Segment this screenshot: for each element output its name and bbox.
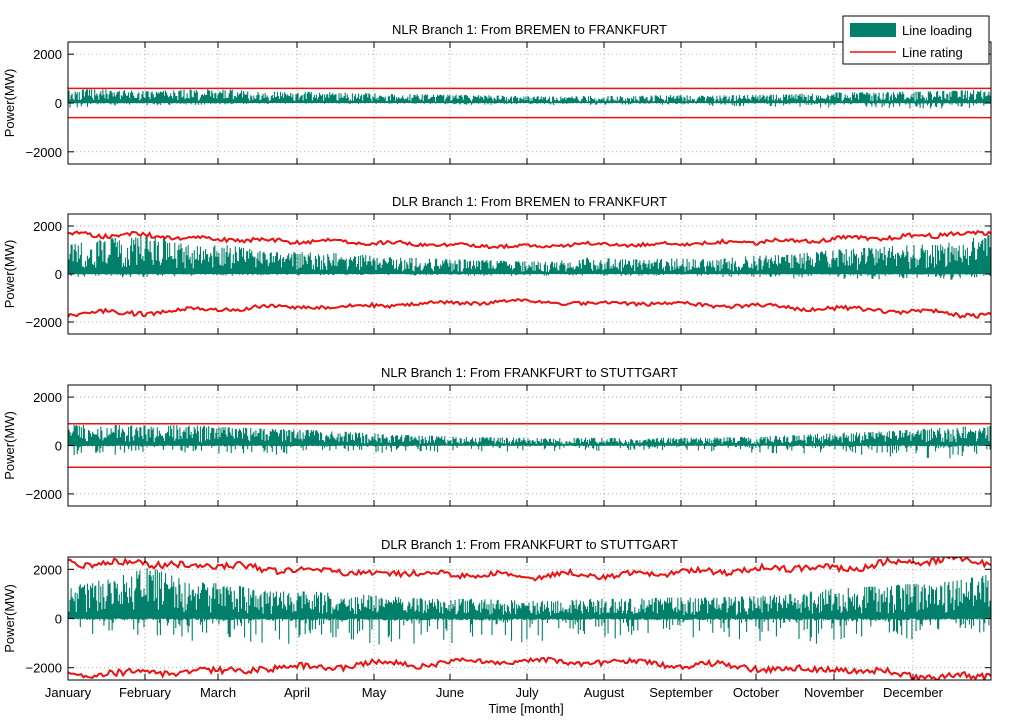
series-line-loading xyxy=(68,89,991,109)
subplot-1: 2000 0 −2000 NLR Branch 1: From BREMEN to F… xyxy=(2,22,992,165)
subplot-title: NLR Branch 1: From BREMEN to FRANKFURT xyxy=(392,22,667,37)
y-axis-label: Power(MW) xyxy=(2,584,17,653)
subplot-title: DLR Branch 1: From FRANKFURT to STUTTGAR… xyxy=(381,537,678,552)
series-rating-upper xyxy=(68,229,991,250)
y-axis-label: Power(MW) xyxy=(2,69,17,138)
y-tick-label: −2000 xyxy=(25,145,62,160)
legend-loading-label: Line loading xyxy=(902,23,972,38)
y-axis-label: Power(MW) xyxy=(2,240,17,309)
subplot-2: 2000 0 −2000 DLR Branch 1: From BREMEN to F… xyxy=(2,194,992,335)
y-tick-label: −2000 xyxy=(25,661,62,676)
x-tick-label: March xyxy=(200,685,236,700)
x-tick-label: June xyxy=(436,685,464,700)
series-rating-upper xyxy=(68,557,991,582)
y-tick-label: 2000 xyxy=(33,390,62,405)
x-tick-label: August xyxy=(584,685,625,700)
y-tick-label: 2000 xyxy=(33,562,62,577)
y-tick-label: 2000 xyxy=(33,47,62,62)
x-axis-label: Time [month] xyxy=(488,701,563,716)
y-tick-label: −2000 xyxy=(25,315,62,330)
x-tick-label: April xyxy=(284,685,310,700)
subplot-3: 2000 0 −2000 NLR Branch 1: From FRANKFURT t… xyxy=(2,365,992,507)
subplot-stack: 2000 0 −2000 NLR Branch 1: From BREMEN to F… xyxy=(2,22,992,700)
series-line-loading xyxy=(68,424,991,459)
x-tick-label: October xyxy=(733,685,780,700)
subplot-4: 2000 0 −2000 DLR Branch 1: From FRANKFURT t… xyxy=(2,537,992,700)
series-rating-lower xyxy=(68,298,991,320)
y-axis-label: Power(MW) xyxy=(2,411,17,480)
x-tick-label: January xyxy=(45,685,92,700)
x-tick-label: July xyxy=(515,685,539,700)
x-tick-label: December xyxy=(883,685,944,700)
y-tick-label: 0 xyxy=(55,439,62,454)
y-tick-label: 0 xyxy=(55,612,62,627)
y-tick-label: 0 xyxy=(55,96,62,111)
series-line-loading xyxy=(68,234,991,280)
legend-rating-label: Line rating xyxy=(902,45,963,60)
subplot-title: DLR Branch 1: From BREMEN to FRANKFURT xyxy=(392,194,667,209)
y-tick-label: 2000 xyxy=(33,219,62,234)
x-tick-label: May xyxy=(362,685,387,700)
y-tick-label: 0 xyxy=(55,267,62,282)
series-rating-lower xyxy=(68,656,991,680)
series-line-loading xyxy=(68,568,991,645)
x-tick-label: November xyxy=(804,685,865,700)
subplot-title: NLR Branch 1: From FRANKFURT to STUTTGAR… xyxy=(381,365,678,380)
legend: Line loading Line rating xyxy=(842,15,990,65)
legend-loading-swatch xyxy=(850,23,896,37)
x-tick-label: February xyxy=(119,685,172,700)
y-tick-label: −2000 xyxy=(25,487,62,502)
x-tick-label: September xyxy=(649,685,713,700)
